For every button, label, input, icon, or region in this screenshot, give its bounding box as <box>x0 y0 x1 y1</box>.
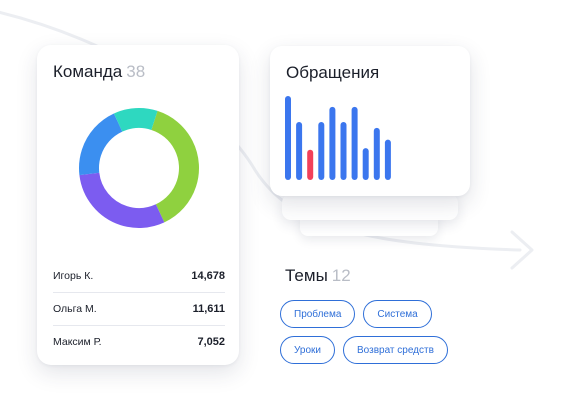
requests-bar <box>307 149 314 180</box>
requests-bar <box>351 106 358 180</box>
tag-system[interactable]: Система <box>363 300 432 328</box>
topics-title: Темы 12 <box>285 266 351 286</box>
member-value: 14,678 <box>191 270 225 282</box>
member-value: 11,611 <box>192 303 225 315</box>
card-stack-middle <box>282 194 458 220</box>
tag-refund[interactable]: Возврат средств <box>343 336 448 364</box>
requests-card: Обращения <box>270 46 470 196</box>
requests-bar <box>340 122 347 180</box>
requests-bar-chart <box>285 96 391 180</box>
requests-bar <box>318 122 325 180</box>
tag-problem[interactable]: Проблема <box>280 300 356 328</box>
topics-tags: Проблема Система Уроки Возврат средств <box>280 300 470 372</box>
member-name: Ольга М. <box>53 303 97 315</box>
member-name: Игорь К. <box>53 270 94 282</box>
requests-bar <box>373 127 380 180</box>
donut-segment <box>79 108 199 228</box>
team-card: Команда 38 Игорь К. 14,678 Ольга М. 11,61… <box>37 45 239 365</box>
requests-bar <box>329 106 336 180</box>
donut-segment <box>79 108 199 228</box>
team-members-list: Игорь К. 14,678 Ольга М. 11,611 Максим Р… <box>53 260 225 358</box>
tag-lessons[interactable]: Уроки <box>280 336 335 364</box>
team-count: 38 <box>126 62 146 81</box>
team-title: Команда 38 <box>53 62 145 82</box>
team-title-label: Команда <box>53 62 123 81</box>
requests-bar <box>285 96 291 180</box>
member-value: 7,052 <box>197 336 225 348</box>
requests-bar <box>362 148 369 180</box>
requests-bar <box>384 139 391 180</box>
requests-title: Обращения <box>286 63 380 82</box>
member-row[interactable]: Ольга М. 11,611 <box>53 293 225 326</box>
donut-segment <box>79 108 199 228</box>
member-row[interactable]: Игорь К. 14,678 <box>53 260 225 293</box>
member-name: Максим Р. <box>53 336 102 348</box>
topics-title-label: Темы <box>285 266 328 285</box>
team-donut-chart <box>79 108 199 228</box>
member-row[interactable]: Максим Р. 7,052 <box>53 326 225 358</box>
topics-count: 12 <box>331 266 351 285</box>
requests-bar <box>296 122 303 180</box>
